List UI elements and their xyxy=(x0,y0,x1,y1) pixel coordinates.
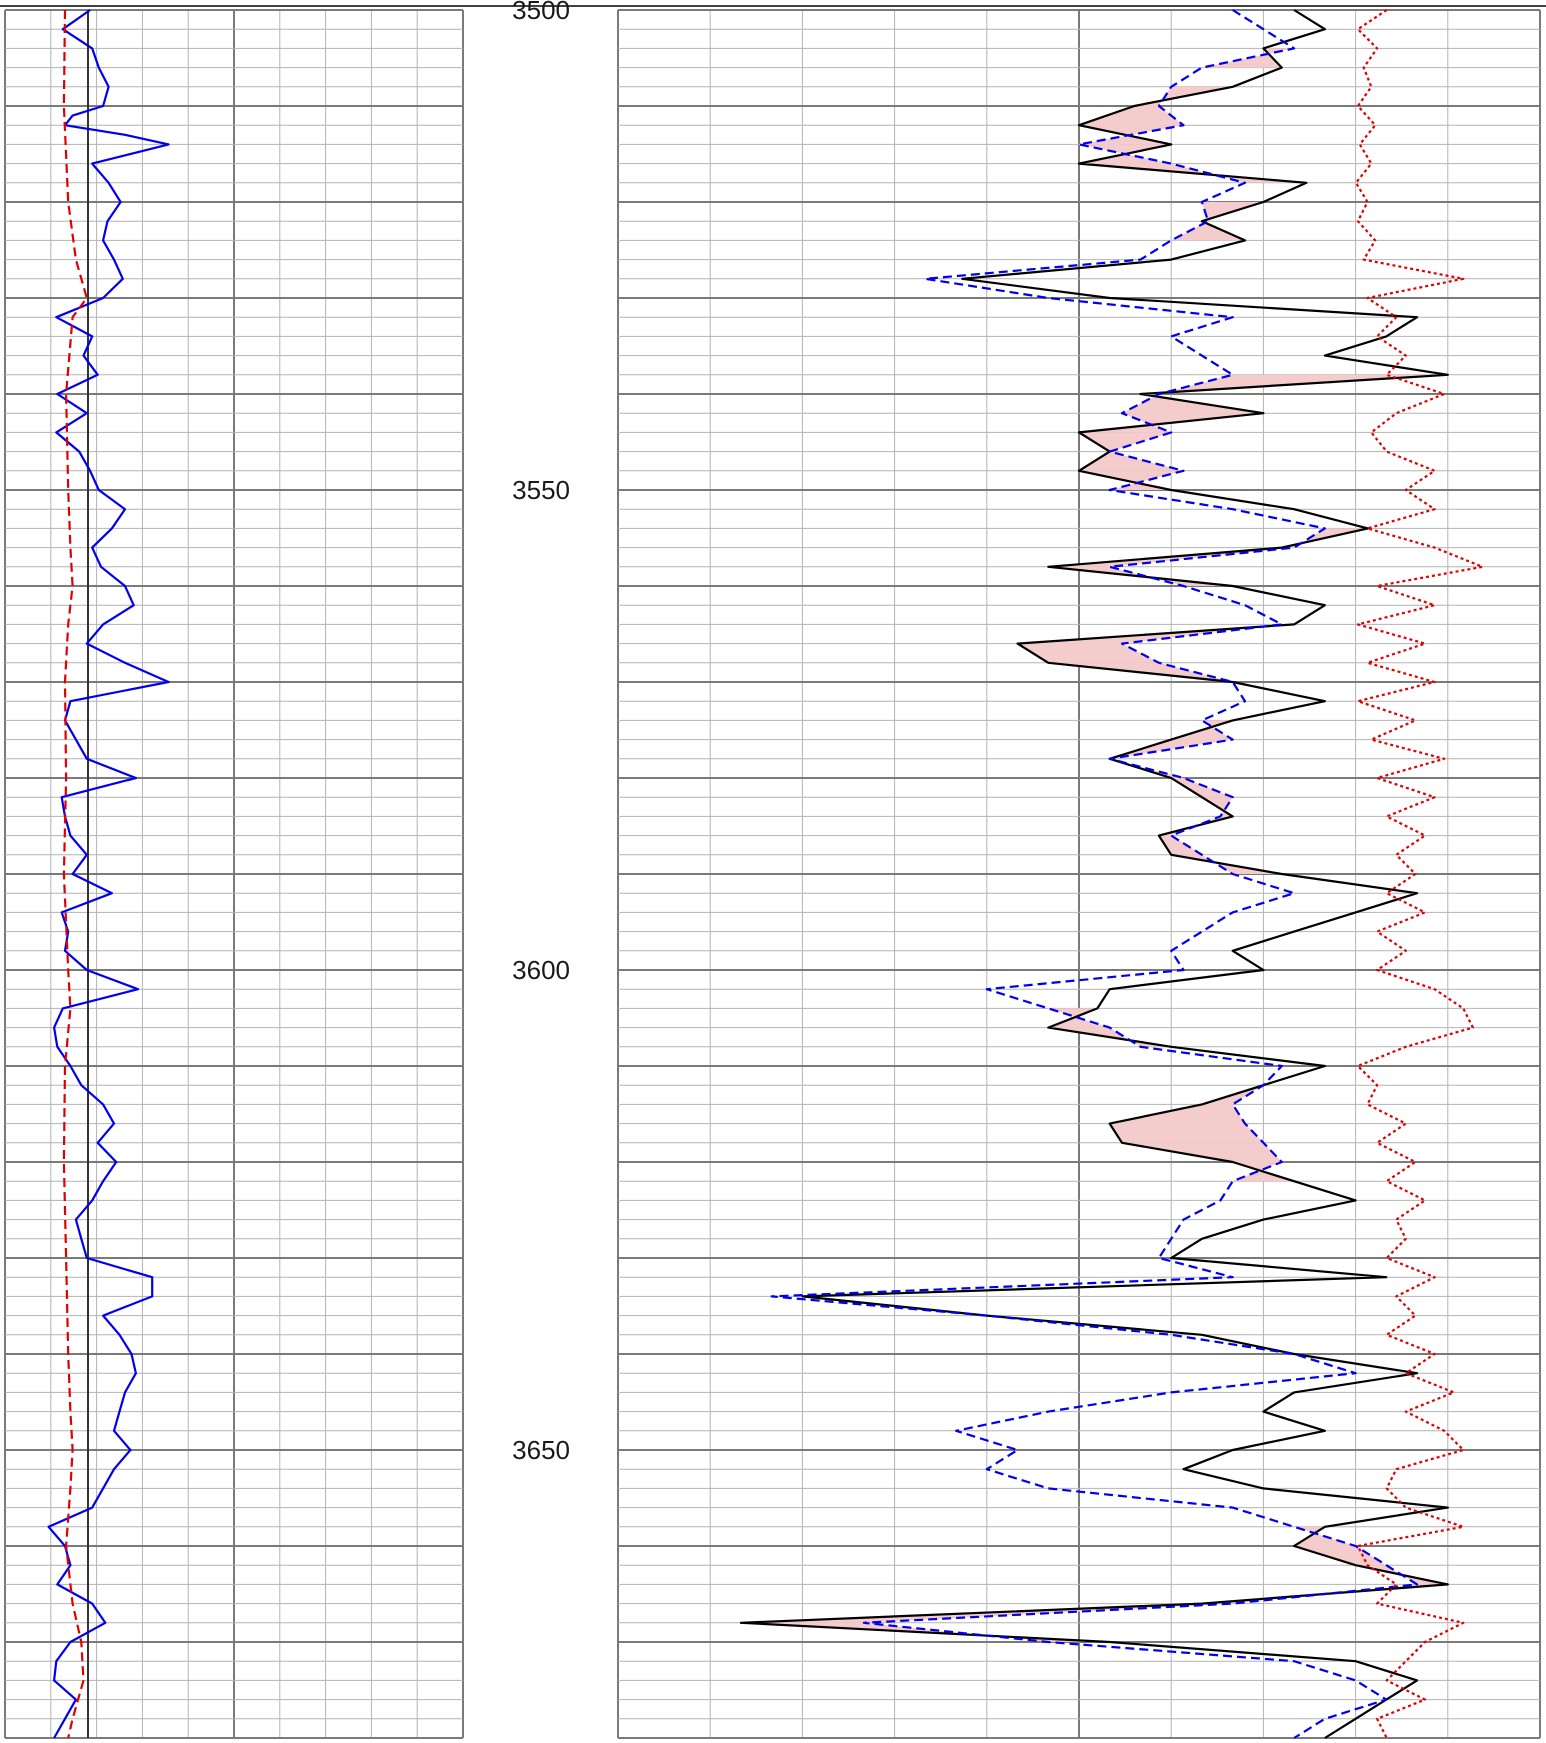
track-grid-1 xyxy=(4,9,464,1739)
crossover-fill xyxy=(1171,221,1245,241)
log-curves xyxy=(47,9,1484,1739)
curve-track1-series2 xyxy=(62,9,88,1739)
curve-track2-series1 xyxy=(739,9,1449,1739)
curve-track3-series1 xyxy=(1354,9,1484,1739)
crossover-fill xyxy=(1122,1142,1282,1162)
crossover-fill xyxy=(1079,451,1184,471)
crossover-fill xyxy=(1109,1104,1245,1124)
depth-labels: 3500 3550 3600 3650 xyxy=(512,0,570,1465)
crossover-fill xyxy=(1017,643,1159,663)
depth-label: 3500 xyxy=(512,0,570,25)
crossover-fill xyxy=(1158,835,1202,855)
crossover-fill xyxy=(1109,739,1233,759)
curve-track1-series1 xyxy=(47,9,170,1739)
crossover-fill xyxy=(1079,106,1184,126)
depth-label: 3600 xyxy=(512,955,570,985)
crossover-fill xyxy=(1171,778,1233,798)
depth-label: 3650 xyxy=(512,1435,570,1465)
crossover-fill xyxy=(1109,1123,1264,1143)
depth-label: 3550 xyxy=(512,475,570,505)
curve-track2-series2 xyxy=(770,9,1419,1739)
crossover-fill xyxy=(1294,1526,1356,1546)
